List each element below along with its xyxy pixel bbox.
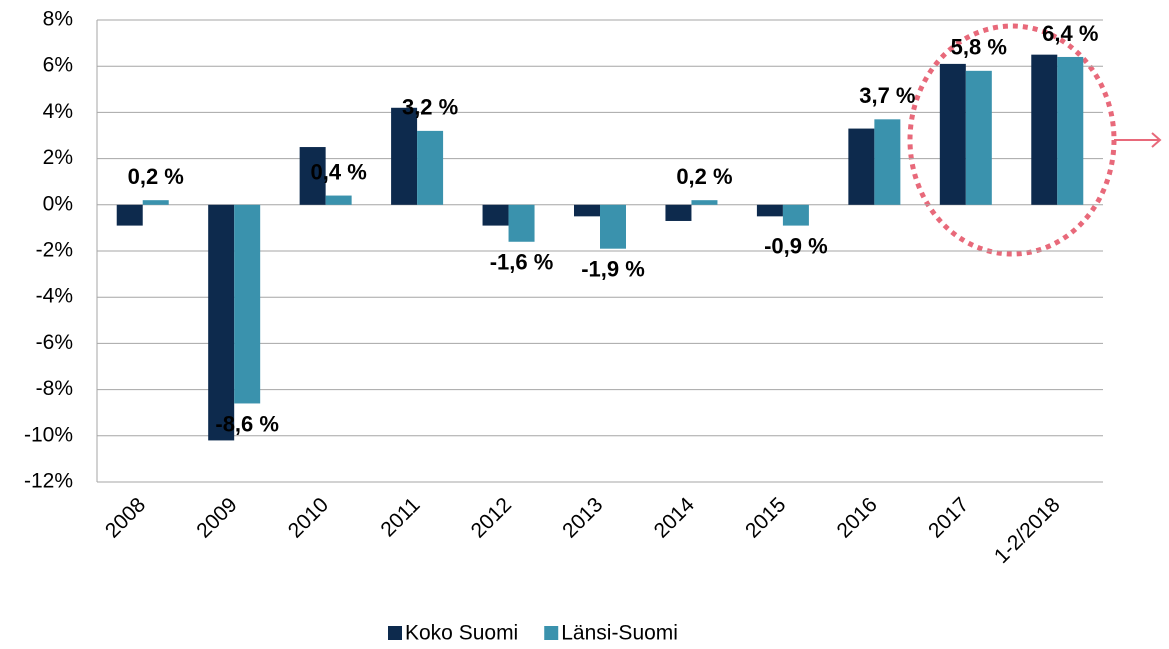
bar <box>965 70 992 205</box>
y-tick-label: 4% <box>43 100 73 123</box>
value-label: 0,4 % <box>311 159 367 184</box>
x-tick-label: 2015 <box>741 493 790 542</box>
bar <box>299 147 326 205</box>
value-label: 0,2 % <box>676 164 732 189</box>
bar <box>874 119 901 205</box>
value-label: 5,8 % <box>951 35 1007 60</box>
value-label: -8,6 % <box>215 411 279 436</box>
value-label: 3,2 % <box>402 95 458 120</box>
x-tick-label: 2013 <box>558 493 607 542</box>
arrow-head <box>1151 132 1162 148</box>
legend-swatch <box>544 626 559 640</box>
x-tick-label: 1-2/2018 <box>990 493 1065 568</box>
x-tick-label: 2010 <box>284 493 333 542</box>
x-tick-label: 2014 <box>650 493 700 543</box>
value-label: -1,9 % <box>581 257 645 282</box>
value-label: 6,4 % <box>1042 21 1098 46</box>
bar <box>574 204 600 217</box>
y-tick-label: 0% <box>43 192 73 215</box>
value-label: 3,7 % <box>859 83 915 108</box>
bar <box>508 204 535 242</box>
y-tick-label: -8% <box>36 377 73 400</box>
value-label: -0,9 % <box>764 233 828 258</box>
x-tick-label: 2017 <box>924 493 973 542</box>
bar <box>691 200 718 205</box>
bar <box>142 200 169 205</box>
y-tick-label: 6% <box>43 54 73 77</box>
bar <box>782 204 809 226</box>
bar <box>600 204 626 249</box>
y-tick-label: -12% <box>24 470 73 493</box>
bar <box>848 128 875 205</box>
x-tick-label: 2011 <box>376 493 424 541</box>
bar <box>208 204 235 441</box>
bar <box>325 195 352 205</box>
y-tick-label: -2% <box>36 239 73 262</box>
legend-label: Länsi-Suomi <box>561 622 678 645</box>
value-label: -1,6 % <box>490 250 554 275</box>
bar <box>665 204 692 221</box>
y-tick-label: 8% <box>43 8 73 31</box>
bar <box>417 130 444 205</box>
bar <box>482 204 509 226</box>
x-tick-label: 2012 <box>467 493 516 542</box>
bar <box>939 63 966 205</box>
bar <box>756 204 783 217</box>
x-tick-label: 2016 <box>833 493 882 542</box>
x-tick-label: 2009 <box>192 493 241 542</box>
value-label: 0,2 % <box>128 164 184 189</box>
bar <box>234 204 261 404</box>
y-tick-label: 2% <box>43 146 73 169</box>
y-tick-label: -6% <box>36 331 73 354</box>
legend-label: Koko Suomi <box>405 622 518 645</box>
bar <box>116 204 143 226</box>
bar <box>1057 56 1084 205</box>
bar <box>391 107 418 205</box>
y-tick-label: -4% <box>36 285 73 308</box>
y-tick-label: -10% <box>24 423 73 446</box>
x-tick-label: 2008 <box>101 493 150 542</box>
legend-swatch <box>388 626 402 640</box>
bar <box>1031 54 1058 205</box>
